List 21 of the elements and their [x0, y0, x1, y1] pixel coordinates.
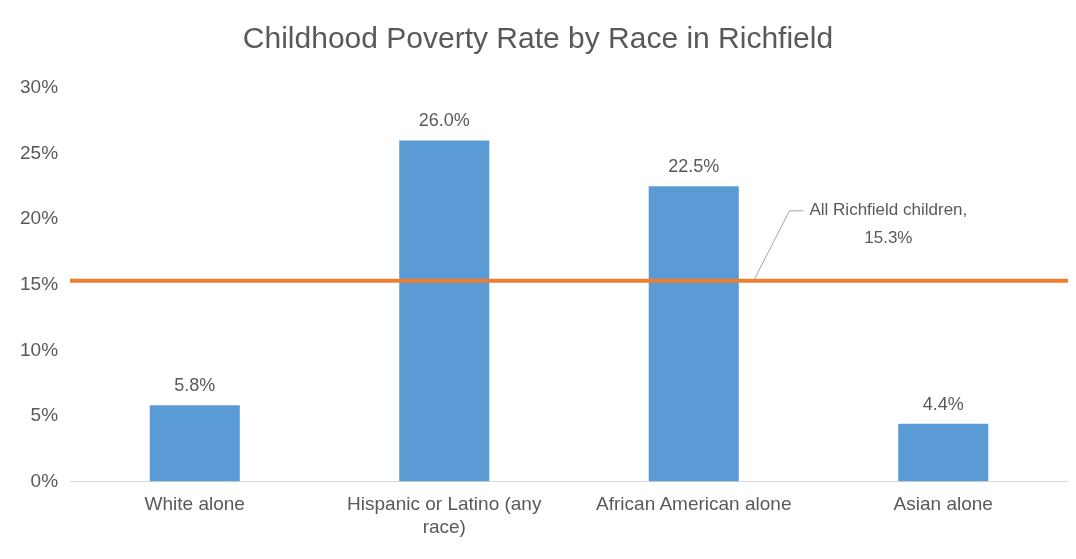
y-tick-label: 15% — [20, 272, 59, 294]
bar — [149, 405, 240, 482]
y-tick-label: 30% — [20, 76, 59, 98]
x-tick-label: Hispanic or Latino (any race) — [347, 493, 542, 537]
y-tick-label: 10% — [20, 338, 59, 360]
ref-line-label: All Richfield children, 15.3% — [809, 200, 968, 248]
bar — [898, 423, 989, 482]
y-tick-label: 25% — [20, 141, 59, 163]
x-tick-label: African American alone — [596, 493, 792, 515]
y-tick-label: 5% — [30, 404, 59, 426]
data-label: 5.8% — [174, 375, 216, 396]
data-label: 22.5% — [668, 156, 720, 177]
y-tick-label: 20% — [20, 207, 59, 229]
bar — [399, 140, 490, 482]
bar — [648, 186, 739, 482]
x-tick-label: Asian alone — [893, 493, 993, 515]
data-label: 26.0% — [418, 110, 470, 131]
x-tick-label: White alone — [144, 493, 245, 515]
y-tick-label: 0% — [30, 469, 59, 491]
chart-title: Childhood Poverty Rate by Race in Richfield — [242, 21, 834, 55]
data-label: 4.4% — [922, 393, 964, 414]
